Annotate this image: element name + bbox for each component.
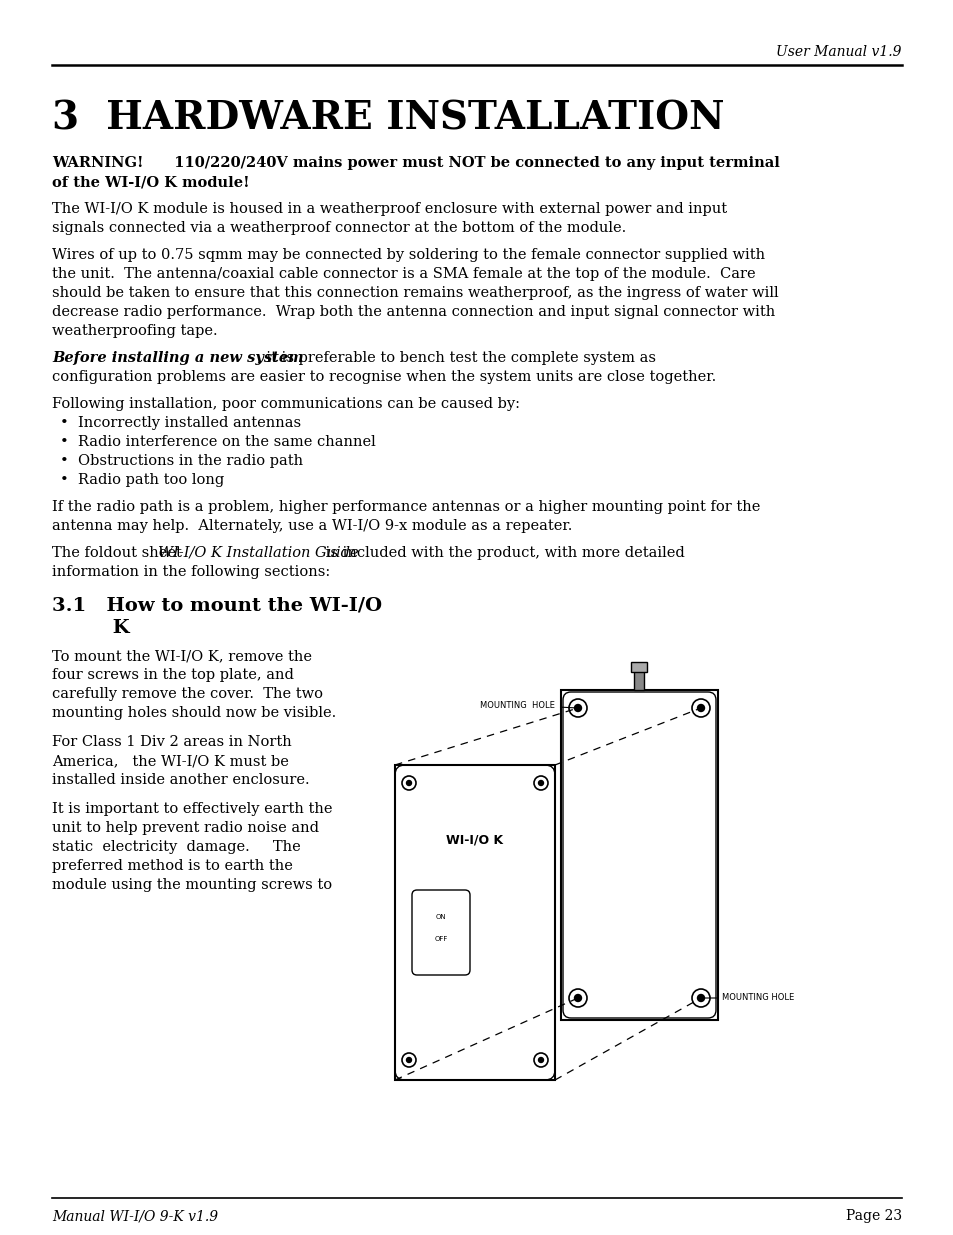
Text: four screws in the top plate, and: four screws in the top plate, and — [52, 668, 294, 682]
Text: module using the mounting screws to: module using the mounting screws to — [52, 878, 332, 892]
Text: weatherproofing tape.: weatherproofing tape. — [52, 324, 217, 338]
Circle shape — [537, 781, 543, 785]
Text: Manual WI-I/O 9-K v1.9: Manual WI-I/O 9-K v1.9 — [52, 1209, 218, 1223]
Text: should be taken to ensure that this connection remains weatherproof, as the ingr: should be taken to ensure that this conn… — [52, 287, 778, 300]
Text: mounting holes should now be visible.: mounting holes should now be visible. — [52, 706, 335, 720]
Text: •: • — [60, 435, 69, 450]
Bar — [634, 671, 644, 690]
Text: unit to help prevent radio noise and: unit to help prevent radio noise and — [52, 821, 318, 835]
Text: static  electricity  damage.     The: static electricity damage. The — [52, 840, 300, 853]
Text: 3.1   How to mount the WI-I/O: 3.1 How to mount the WI-I/O — [52, 597, 382, 615]
Circle shape — [406, 781, 411, 785]
Text: WI-I/O K Installation Guide: WI-I/O K Installation Guide — [158, 546, 358, 559]
Text: MOUNTING HOLE: MOUNTING HOLE — [703, 993, 794, 1003]
Text: Following installation, poor communications can be caused by:: Following installation, poor communicati… — [52, 396, 519, 411]
Text: installed inside another enclosure.: installed inside another enclosure. — [52, 773, 310, 787]
Circle shape — [406, 1057, 411, 1062]
Text: Radio interference on the same channel: Radio interference on the same channel — [78, 435, 375, 450]
Text: of the WI-I/O K module!: of the WI-I/O K module! — [52, 175, 250, 189]
Text: If the radio path is a problem, higher performance antennas or a higher mounting: If the radio path is a problem, higher p… — [52, 500, 760, 514]
Text: It is important to effectively earth the: It is important to effectively earth the — [52, 802, 333, 816]
Text: preferred method is to earth the: preferred method is to earth the — [52, 860, 293, 873]
Text: carefully remove the cover.  The two: carefully remove the cover. The two — [52, 687, 323, 701]
Text: The WI-I/O K module is housed in a weatherproof enclosure with external power an: The WI-I/O K module is housed in a weath… — [52, 203, 726, 216]
Text: OFF: OFF — [434, 936, 447, 942]
Text: WI-I/O K: WI-I/O K — [446, 834, 503, 846]
Circle shape — [574, 704, 581, 711]
Text: •: • — [60, 416, 69, 430]
Bar — [395, 764, 555, 1079]
Text: The foldout sheet: The foldout sheet — [52, 546, 186, 559]
Text: •: • — [60, 473, 69, 487]
Text: For Class 1 Div 2 areas in North: For Class 1 Div 2 areas in North — [52, 735, 292, 748]
Text: information in the following sections:: information in the following sections: — [52, 564, 330, 579]
Text: WARNING!      110/220/240V mains power must NOT be connected to any input termin: WARNING! 110/220/240V mains power must N… — [52, 156, 779, 170]
Text: signals connected via a weatherproof connector at the bottom of the module.: signals connected via a weatherproof con… — [52, 221, 625, 235]
FancyBboxPatch shape — [560, 690, 718, 1020]
Text: Before installing a new system: Before installing a new system — [52, 351, 303, 366]
Text: the unit.  The antenna/coaxial cable connector is a SMA female at the top of the: the unit. The antenna/coaxial cable conn… — [52, 267, 755, 282]
Text: ON: ON — [436, 914, 446, 920]
Text: Page 23: Page 23 — [845, 1209, 901, 1223]
Text: MOUNTING  HOLE: MOUNTING HOLE — [479, 700, 575, 709]
Text: Incorrectly installed antennas: Incorrectly installed antennas — [78, 416, 301, 430]
Text: decrease radio performance.  Wrap both the antenna connection and input signal c: decrease radio performance. Wrap both th… — [52, 305, 775, 319]
Circle shape — [697, 704, 703, 711]
Text: Wires of up to 0.75 sqmm may be connected by soldering to the female connector s: Wires of up to 0.75 sqmm may be connecte… — [52, 248, 764, 262]
Text: •: • — [60, 454, 69, 468]
Text: antenna may help.  Alternately, use a WI-I/O 9-x module as a repeater.: antenna may help. Alternately, use a WI-… — [52, 519, 572, 534]
Text: , it is preferable to bench test the complete system as: , it is preferable to bench test the com… — [256, 351, 656, 366]
Text: User Manual v1.9: User Manual v1.9 — [776, 44, 901, 59]
Text: is included with the product, with more detailed: is included with the product, with more … — [320, 546, 684, 559]
Circle shape — [537, 1057, 543, 1062]
Circle shape — [697, 994, 703, 1002]
Text: America,   the WI-I/O K must be: America, the WI-I/O K must be — [52, 755, 289, 768]
Text: Radio path too long: Radio path too long — [78, 473, 224, 487]
Text: 3  HARDWARE INSTALLATION: 3 HARDWARE INSTALLATION — [52, 99, 723, 137]
Text: Obstructions in the radio path: Obstructions in the radio path — [78, 454, 303, 468]
FancyBboxPatch shape — [412, 890, 470, 974]
Text: configuration problems are easier to recognise when the system units are close t: configuration problems are easier to rec… — [52, 370, 716, 384]
Circle shape — [574, 994, 581, 1002]
Text: To mount the WI-I/O K, remove the: To mount the WI-I/O K, remove the — [52, 650, 312, 663]
Text: K: K — [52, 619, 130, 637]
Bar — [631, 662, 647, 672]
